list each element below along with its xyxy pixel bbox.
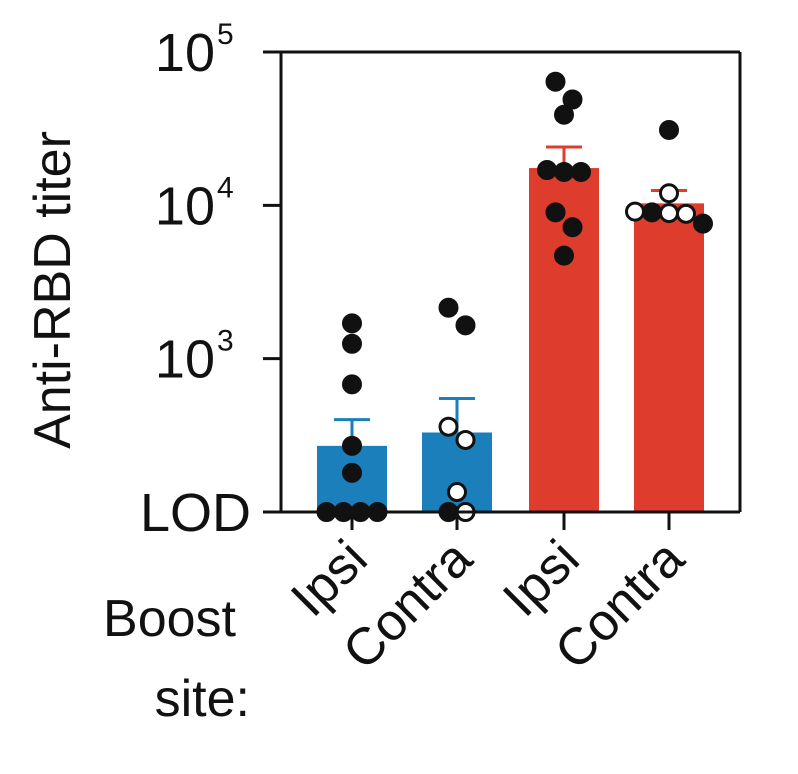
data-point <box>676 203 696 224</box>
data-point <box>554 245 574 266</box>
data-point <box>438 297 459 318</box>
y-tick-label: 10 <box>155 330 215 390</box>
data-point <box>447 482 467 503</box>
y-tick-label: LOD <box>140 483 251 543</box>
data-point <box>554 104 574 125</box>
data-points <box>316 71 713 522</box>
bar <box>634 203 704 512</box>
data-point <box>554 161 574 182</box>
data-point <box>455 429 476 450</box>
y-tick-exponent: 3 <box>217 325 234 358</box>
data-point <box>342 313 362 334</box>
data-point <box>562 89 583 110</box>
x-prefix-line-2: site: <box>155 670 250 728</box>
data-point <box>342 435 362 456</box>
data-point <box>642 202 662 223</box>
data-point <box>562 217 583 238</box>
axes <box>279 50 742 514</box>
data-point <box>659 183 679 204</box>
x-prefix-line-1: Boost <box>103 590 237 648</box>
data-point <box>342 333 362 354</box>
data-point <box>438 416 459 437</box>
bar <box>529 168 599 512</box>
y-tick-exponent: 4 <box>217 171 234 204</box>
data-point <box>537 159 557 180</box>
data-point <box>342 374 362 395</box>
y-axis-label: Anti-RBD titer <box>24 131 82 449</box>
y-tick-label: 10 <box>155 23 215 83</box>
data-point <box>342 462 362 483</box>
data-point <box>659 119 679 140</box>
y-tick-label: 10 <box>155 176 215 236</box>
data-point <box>659 203 679 224</box>
data-point <box>625 201 645 222</box>
data-point <box>545 71 566 92</box>
data-point <box>455 315 476 336</box>
data-point <box>571 161 591 182</box>
bars <box>317 168 704 512</box>
data-point <box>693 213 713 234</box>
y-tick-exponent: 5 <box>217 18 234 51</box>
data-point <box>545 202 566 223</box>
